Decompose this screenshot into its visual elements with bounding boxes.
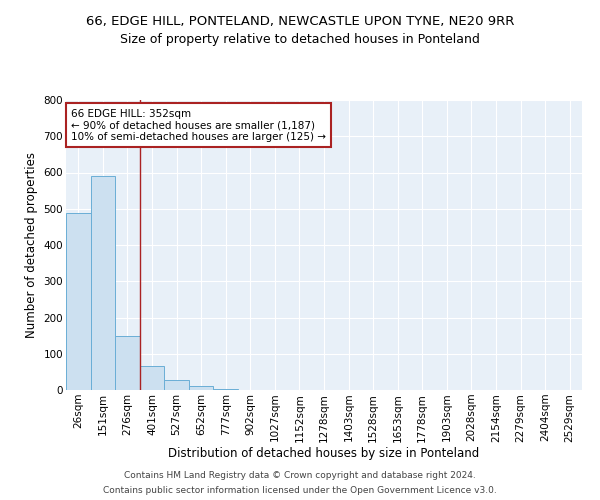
- Bar: [214, 389, 238, 390]
- Bar: [66, 214, 91, 390]
- Text: Contains HM Land Registry data © Crown copyright and database right 2024.: Contains HM Land Registry data © Crown c…: [124, 471, 476, 480]
- Text: 66, EDGE HILL, PONTELAND, NEWCASTLE UPON TYNE, NE20 9RR: 66, EDGE HILL, PONTELAND, NEWCASTLE UPON…: [86, 15, 514, 28]
- Text: 66 EDGE HILL: 352sqm
← 90% of detached houses are smaller (1,187)
10% of semi-de: 66 EDGE HILL: 352sqm ← 90% of detached h…: [71, 108, 326, 142]
- Bar: [164, 380, 189, 390]
- Text: Size of property relative to detached houses in Ponteland: Size of property relative to detached ho…: [120, 32, 480, 46]
- Bar: [91, 176, 115, 390]
- Bar: [189, 386, 214, 390]
- Text: Contains public sector information licensed under the Open Government Licence v3: Contains public sector information licen…: [103, 486, 497, 495]
- X-axis label: Distribution of detached houses by size in Ponteland: Distribution of detached houses by size …: [169, 447, 479, 460]
- Y-axis label: Number of detached properties: Number of detached properties: [25, 152, 38, 338]
- Bar: [115, 336, 140, 390]
- Bar: [140, 366, 164, 390]
